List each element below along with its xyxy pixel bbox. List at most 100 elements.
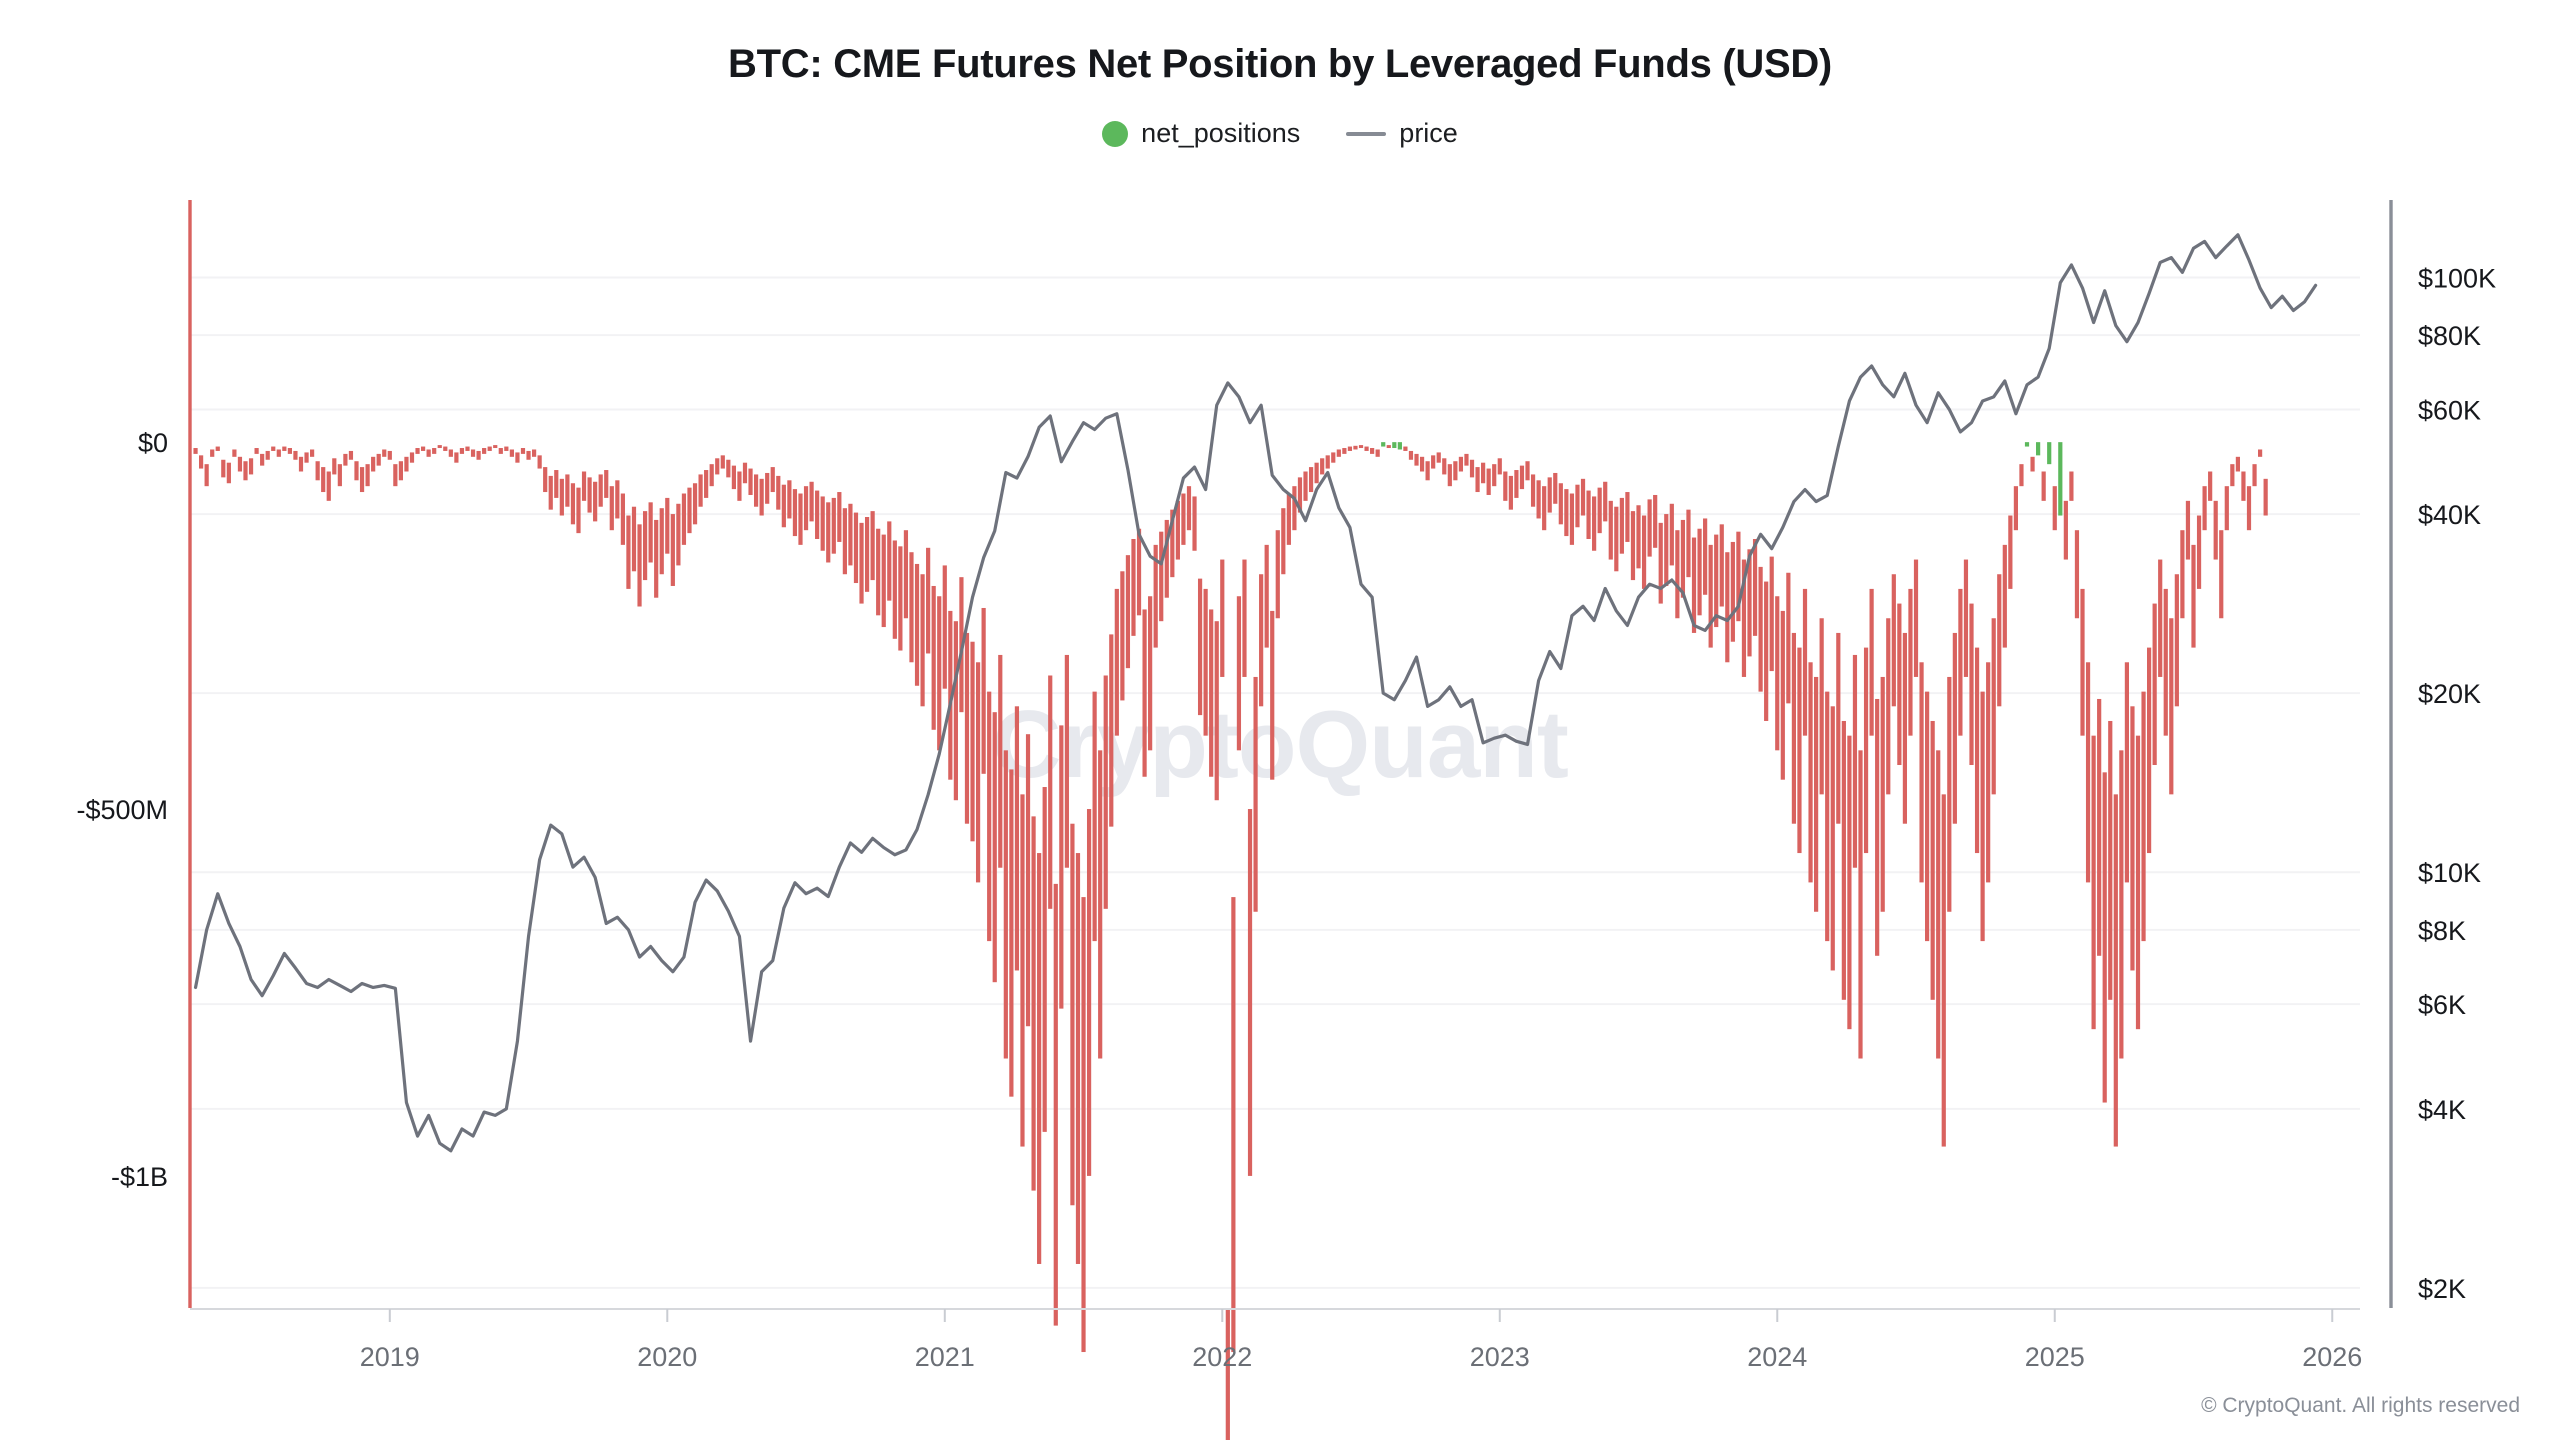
chart-legend: net_positions price bbox=[0, 118, 2560, 149]
bar bbox=[981, 607, 986, 774]
bar bbox=[287, 448, 292, 454]
bar bbox=[1392, 442, 1397, 449]
bar bbox=[765, 472, 770, 504]
legend-item-price[interactable]: price bbox=[1346, 118, 1458, 149]
bar bbox=[704, 470, 709, 498]
bar bbox=[1886, 618, 1891, 795]
legend-item-net-positions[interactable]: net_positions bbox=[1102, 118, 1300, 149]
x-tick-label: 2025 bbox=[2025, 1342, 2085, 1372]
bar bbox=[1647, 499, 1652, 557]
bar bbox=[1808, 662, 1813, 883]
bar bbox=[2163, 588, 2168, 736]
bar bbox=[237, 456, 243, 472]
bar bbox=[2185, 500, 2191, 560]
bar bbox=[304, 452, 309, 463]
bar bbox=[2241, 471, 2246, 501]
bar bbox=[1081, 897, 1086, 1353]
bar bbox=[1364, 446, 1369, 451]
bar bbox=[1109, 634, 1114, 827]
bar bbox=[1397, 442, 1402, 450]
bar bbox=[1913, 559, 1919, 677]
bar bbox=[1181, 493, 1186, 545]
bar bbox=[1625, 492, 1630, 542]
bar bbox=[659, 508, 664, 575]
bar bbox=[2152, 603, 2157, 766]
bar bbox=[1253, 676, 1258, 912]
bar bbox=[681, 493, 687, 545]
bar bbox=[1098, 750, 1103, 1059]
left-axis-ticks: -$1B -$500M $0 bbox=[76, 428, 168, 1192]
bar bbox=[2191, 544, 2196, 648]
bar bbox=[387, 450, 392, 460]
bar bbox=[831, 497, 836, 554]
right-tick-label: $40K bbox=[2418, 500, 2481, 530]
bar bbox=[215, 446, 220, 451]
right-tick-label: $6K bbox=[2418, 990, 2466, 1020]
bar bbox=[1691, 537, 1697, 633]
bar bbox=[1086, 809, 1092, 1176]
bar bbox=[1836, 632, 1841, 824]
bar bbox=[1231, 897, 1236, 1353]
bar bbox=[770, 467, 775, 493]
bar bbox=[1902, 632, 1908, 824]
right-tick-label: $60K bbox=[2418, 395, 2481, 425]
bar bbox=[232, 449, 237, 457]
bar bbox=[2174, 574, 2179, 707]
bar bbox=[731, 465, 736, 490]
bar bbox=[459, 448, 465, 454]
bar bbox=[1492, 464, 1497, 487]
bar bbox=[310, 449, 315, 457]
bar bbox=[870, 511, 875, 581]
bar bbox=[1819, 618, 1824, 795]
bar bbox=[1736, 531, 1741, 622]
bar bbox=[520, 448, 526, 454]
bar bbox=[1708, 544, 1713, 648]
bar bbox=[498, 448, 503, 454]
left-tick-label: $0 bbox=[138, 428, 168, 458]
bar bbox=[193, 448, 198, 454]
bar bbox=[376, 453, 381, 466]
bar bbox=[454, 452, 459, 463]
bar bbox=[737, 471, 742, 501]
bar bbox=[1192, 496, 1197, 551]
bar bbox=[881, 534, 886, 628]
bar bbox=[2119, 750, 2124, 1059]
bar bbox=[1503, 471, 1508, 501]
bar bbox=[365, 464, 370, 487]
bar bbox=[1436, 452, 1441, 463]
bar bbox=[1225, 1308, 1230, 1440]
bar bbox=[1020, 794, 1025, 1147]
bar bbox=[199, 455, 204, 469]
bar bbox=[493, 445, 498, 449]
bar bbox=[1381, 442, 1386, 447]
bar bbox=[1553, 472, 1558, 504]
bar bbox=[2080, 588, 2085, 736]
bar bbox=[1453, 461, 1458, 481]
bar bbox=[1564, 489, 1569, 537]
bar bbox=[1814, 676, 1819, 912]
bar bbox=[1303, 471, 1308, 501]
bar bbox=[1414, 453, 1419, 466]
bar bbox=[1830, 706, 1835, 971]
bar bbox=[1325, 455, 1330, 469]
bar bbox=[1336, 449, 1341, 457]
bar bbox=[948, 610, 953, 780]
bar bbox=[1220, 559, 1225, 677]
bar bbox=[1630, 511, 1636, 581]
bar bbox=[1614, 506, 1619, 572]
bar bbox=[2130, 706, 2135, 971]
bar bbox=[1148, 596, 1153, 751]
bar bbox=[1675, 530, 1680, 619]
bar bbox=[631, 506, 637, 572]
bar bbox=[293, 450, 298, 460]
bar bbox=[1342, 448, 1347, 454]
bar bbox=[654, 519, 659, 598]
bar bbox=[437, 445, 442, 449]
bar bbox=[2063, 500, 2068, 560]
bar bbox=[1136, 528, 1142, 616]
bar bbox=[648, 502, 653, 563]
bar bbox=[1114, 588, 1119, 736]
bar bbox=[1292, 486, 1297, 531]
bar bbox=[1297, 477, 1303, 513]
bar bbox=[1636, 505, 1641, 569]
